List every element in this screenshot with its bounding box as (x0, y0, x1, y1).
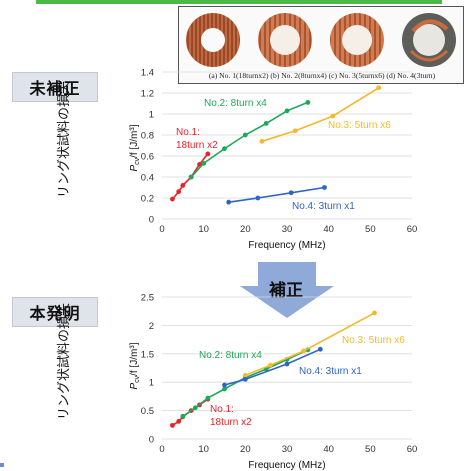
down-arrow-icon (240, 262, 334, 318)
x-tick-label: 0 (159, 444, 164, 455)
y-tick-label: 1 (149, 378, 154, 389)
x-tick-label: 40 (323, 224, 334, 235)
ring-sample-1 (186, 13, 240, 67)
series-label-no1: No.1: 18turn x2 (210, 404, 252, 428)
data-point-no1 (176, 418, 182, 424)
data-point-no3 (259, 138, 265, 144)
x-tick-label: 50 (365, 444, 376, 455)
series-label-no2: No.2: 8turn x4 (199, 350, 262, 361)
data-point-no1 (205, 151, 211, 157)
data-point-no1 (170, 196, 175, 202)
correction-label: 補正 (269, 281, 303, 300)
y-axis-label: Pcv/f [J/m³] (129, 342, 141, 389)
series-line-no3 (261, 87, 380, 143)
y-tick-label: 0.4 (141, 173, 154, 184)
data-point-no2 (201, 160, 207, 166)
x-tick-label: 30 (282, 444, 293, 455)
x-tick-label: 20 (240, 444, 251, 455)
data-point-no2 (263, 121, 269, 126)
ring-sample-4 (402, 13, 456, 67)
ring-samples-image (186, 13, 456, 67)
ring-sample-2 (258, 13, 312, 67)
x-tick-label: 10 (198, 444, 209, 455)
x-tick-label: 40 (323, 444, 334, 455)
y-tick-label: 0.6 (141, 152, 154, 163)
invention-label: 本発明 (12, 297, 98, 327)
x-tick-label: 10 (198, 224, 209, 235)
data-point-no4 (322, 185, 327, 190)
data-point-no3 (301, 348, 307, 354)
series-label-no3: No.3: 5turn x6 (342, 335, 405, 346)
ring-sample-3 (330, 13, 384, 67)
x-tick-label: 30 (282, 224, 293, 235)
series-label-no3: No.3: 5turn x6 (328, 120, 391, 131)
data-point-no4 (288, 190, 294, 196)
series-line-no3 (244, 312, 375, 377)
x-tick-label: 60 (407, 444, 418, 455)
data-point-no4 (317, 346, 323, 352)
data-point-no3 (330, 113, 336, 119)
data-point-no2 (188, 174, 194, 180)
y-tick-label: 1.5 (141, 349, 154, 360)
data-point-no2 (305, 100, 311, 105)
series-label-no4: No.4: 3turn x1 (292, 201, 355, 212)
x-tick-label: 20 (240, 224, 251, 235)
y-tick-label: 1.4 (141, 68, 154, 79)
data-point-no4 (222, 382, 227, 388)
series-label-no4: No.4: 3turn x1 (299, 366, 362, 377)
y-tick-label: 0 (149, 215, 154, 226)
data-point-no1 (176, 189, 182, 195)
data-point-no2 (222, 146, 227, 152)
series-label-no2: No.2: 8turn x4 (204, 98, 267, 109)
y-tick-label: 0.2 (141, 194, 154, 205)
data-point-no2 (284, 108, 290, 114)
data-point-no2 (205, 395, 211, 401)
y-tick-label: 1 (149, 110, 154, 121)
data-point-no1 (180, 183, 186, 188)
series-line-no2 (182, 349, 309, 417)
y-axis-label: Pcv/f [J/m³] (129, 124, 141, 171)
top-accent-line (36, 0, 442, 4)
sample-photo-panel: (a) No. 1(18turnx2) (b) No. 2(8turnx4) (… (178, 6, 464, 84)
data-point-no3 (292, 128, 298, 134)
y-tick-label: 0.8 (141, 131, 154, 142)
series-line-no4 (224, 348, 321, 386)
data-point-no1 (170, 422, 175, 428)
y-tick-label: 2 (149, 321, 154, 332)
data-point-no3 (242, 372, 248, 378)
data-point-no4 (242, 376, 248, 382)
data-point-no2 (242, 132, 248, 138)
y-tick-label: 2.5 (141, 293, 154, 304)
uncorrected-label: 未補正 (12, 72, 98, 102)
data-point-no4 (284, 361, 290, 367)
x-tick-label: 60 (407, 224, 418, 235)
corner-marker (0, 463, 4, 467)
data-point-no3 (372, 310, 377, 316)
x-axis-label: Frequency (MHz) (248, 240, 325, 251)
y-tick-label: 1.2 (141, 89, 154, 100)
x-axis-label: Frequency (MHz) (248, 460, 325, 471)
data-point-no2 (192, 405, 198, 411)
data-point-no3 (376, 85, 382, 91)
series-line-no4 (228, 186, 325, 203)
data-point-no2 (180, 413, 186, 419)
y-tick-label: 0.5 (141, 406, 154, 417)
series-label-no1: No.1: 18turn x2 (176, 127, 218, 151)
data-point-no4 (255, 195, 261, 201)
x-tick-label: 0 (159, 224, 164, 235)
data-point-no2 (222, 386, 227, 392)
x-tick-label: 50 (365, 224, 376, 235)
y-tick-label: 0 (149, 435, 154, 446)
photo-caption: (a) No. 1(18turnx2) (b) No. 2(8turnx4) (… (208, 71, 436, 80)
data-point-no4 (226, 199, 232, 205)
data-point-no3 (267, 362, 273, 368)
